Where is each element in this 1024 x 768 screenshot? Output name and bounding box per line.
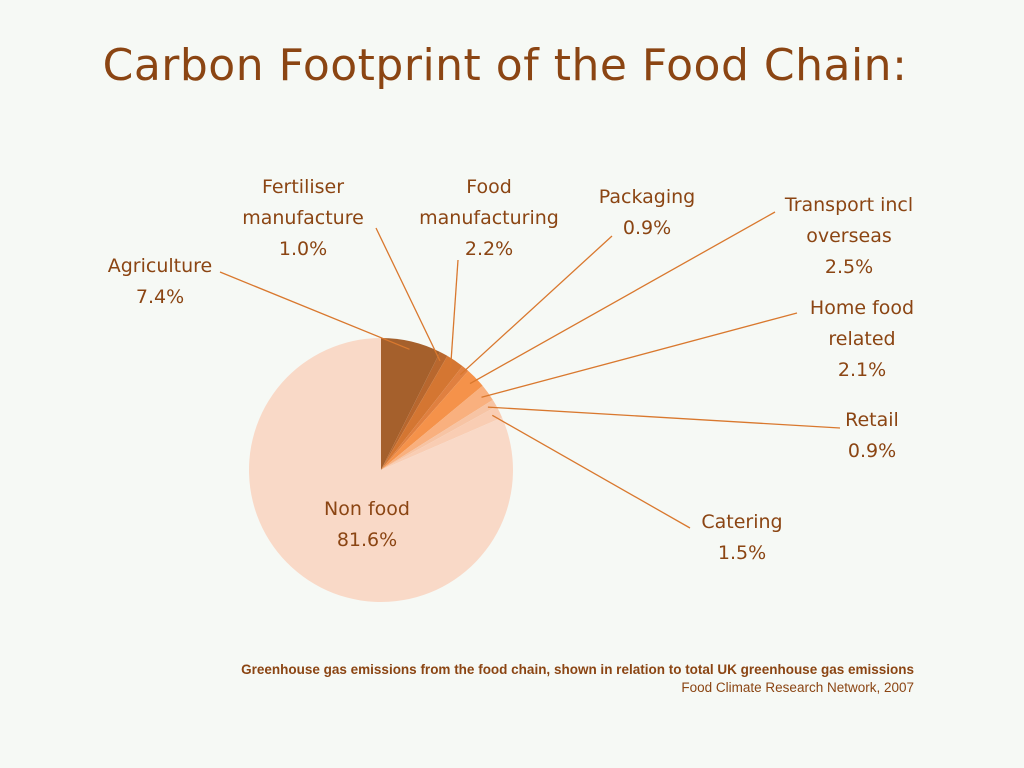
caption-main: Greenhouse gas emissions from the food c…: [241, 662, 914, 677]
leader-lines: [219, 211, 841, 529]
pie-slice-non-food: [248, 338, 513, 603]
leader-line-packaging: [459, 235, 613, 376]
leader-line-agriculture: [219, 271, 410, 350]
leader-line-catering: [491, 414, 691, 529]
slice-label-transport-incl-overseas: Transport incl overseas 2.5%: [784, 194, 913, 278]
pie-slices: [248, 338, 513, 603]
leader-line-home-food-related: [481, 312, 798, 398]
slice-label-retail: Retail 0.9%: [845, 409, 899, 462]
chart-caption: Greenhouse gas emissions from the food c…: [241, 662, 914, 695]
slice-label-catering: Catering 1.5%: [701, 511, 782, 564]
pie-slice-fertiliser-manufacture: [381, 351, 448, 470]
slice-label-packaging: Packaging 0.9%: [599, 186, 695, 239]
leader-line-food-manufacturing: [449, 259, 459, 368]
leader-line-transport-incl-overseas: [469, 211, 776, 385]
pie-slice-catering: [381, 406, 503, 470]
slice-label-home-food-related: Home food related 2.1%: [810, 297, 914, 381]
slice-label-fertiliser-manufacture: Fertiliser manufacture 1.0%: [242, 176, 364, 260]
pie-slice-food-manufacturing: [381, 355, 463, 470]
chart-title: Carbon Footprint of the Food Chain:: [102, 40, 908, 91]
pie-slice-retail: [381, 399, 497, 470]
pie-slice-transport-incl-overseas: [381, 370, 483, 470]
leader-line-retail: [487, 406, 841, 429]
pie-slice-packaging: [381, 366, 469, 470]
slice-label-agriculture: Agriculture 7.4%: [108, 255, 213, 308]
slice-labels: Agriculture 7.4% Fertiliser manufacture 1.0%…: [108, 176, 914, 564]
caption-source: Food Climate Research Network, 2007: [681, 680, 914, 695]
leader-line-fertiliser-manufacture: [375, 227, 441, 362]
pie-slice-home-food-related: [381, 385, 493, 470]
slice-label-non-food: Non food 81.6%: [324, 498, 410, 551]
pie-slice-agriculture: [381, 338, 441, 470]
slice-label-food-manufacturing: Food manufacturing 2.2%: [419, 176, 559, 260]
